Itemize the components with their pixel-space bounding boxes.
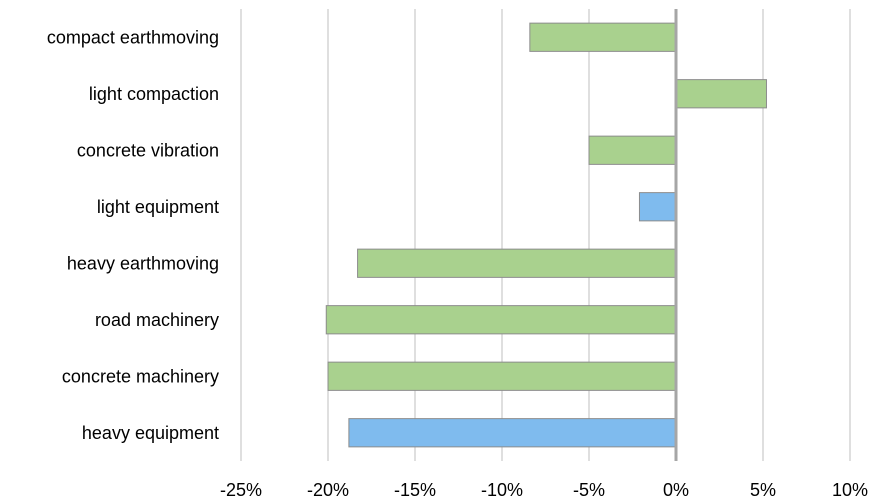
x-tick-label: 0% <box>663 480 689 499</box>
gridlines <box>240 9 851 461</box>
x-tick-labels: -25% -20% -15% -10% -5% 0% 5% 10% <box>220 480 868 499</box>
category-label: concrete vibration <box>77 140 219 160</box>
bar <box>348 418 677 448</box>
bars <box>325 22 767 448</box>
category-label: concrete machinery <box>62 366 219 386</box>
bar <box>638 192 677 222</box>
bar <box>675 79 767 109</box>
x-tick-label: 5% <box>750 480 776 499</box>
category-label: light compaction <box>89 84 219 104</box>
bar <box>357 248 677 278</box>
category-label: heavy equipment <box>82 423 219 443</box>
bar <box>588 135 677 165</box>
bar <box>529 22 677 52</box>
category-label: road machinery <box>95 310 219 330</box>
category-label: heavy earthmoving <box>67 253 219 273</box>
x-tick-label: -20% <box>307 480 349 499</box>
bar <box>327 361 677 391</box>
x-tick-label: -10% <box>481 480 523 499</box>
x-tick-label: -15% <box>394 480 436 499</box>
x-tick-label: 10% <box>832 480 868 499</box>
category-label: compact earthmoving <box>47 27 219 47</box>
bar <box>325 305 677 335</box>
x-tick-label: -25% <box>220 480 262 499</box>
x-tick-label: -5% <box>573 480 605 499</box>
category-label: light equipment <box>97 197 219 217</box>
category-labels: compact earthmoving light compaction concr… <box>47 27 219 443</box>
